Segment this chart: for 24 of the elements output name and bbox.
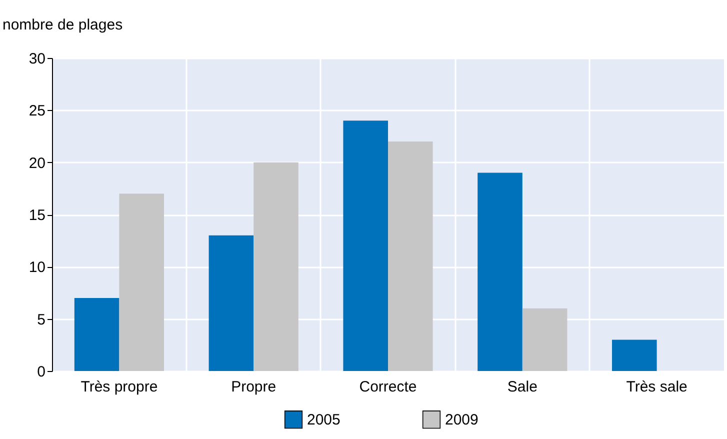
y-tick-label: 30 xyxy=(28,50,46,68)
y-tick-label: 25 xyxy=(28,102,46,120)
bar xyxy=(388,141,433,371)
x-tick-label: Correcte xyxy=(359,378,417,396)
legend-label: 2009 xyxy=(445,412,478,429)
y-axis-title: nombre de plages xyxy=(2,16,123,34)
bar xyxy=(478,172,522,371)
bar xyxy=(522,308,568,371)
y-tick-label: 10 xyxy=(28,259,46,276)
x-tick-label: Propre xyxy=(231,378,276,396)
x-tick-label: Sale xyxy=(507,378,538,396)
bar xyxy=(343,120,388,371)
bar xyxy=(254,162,298,371)
bar xyxy=(119,194,164,371)
bar xyxy=(612,340,657,371)
y-tick-label: 15 xyxy=(28,207,46,224)
y-tick-label: 20 xyxy=(28,154,46,172)
y-tick-label: 0 xyxy=(37,364,46,380)
x-tick-label: Très propre xyxy=(80,378,158,396)
x-tick-label: Très sale xyxy=(626,378,688,396)
bar xyxy=(74,298,120,371)
legend-label: 2005 xyxy=(307,412,340,429)
y-tick-label: 5 xyxy=(37,311,46,328)
bar xyxy=(208,235,254,371)
